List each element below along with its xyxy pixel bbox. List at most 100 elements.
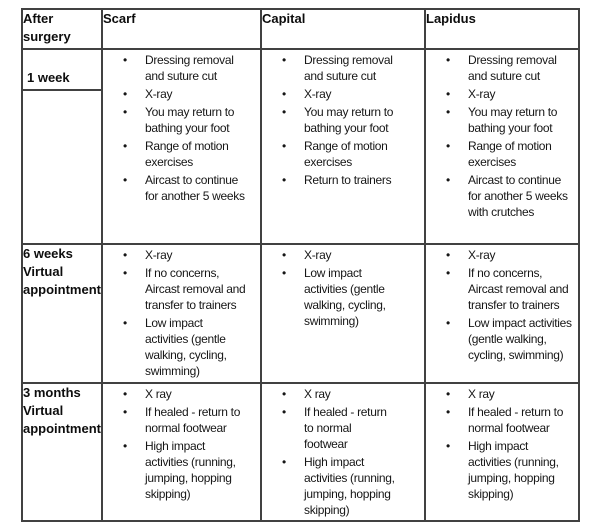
list-item-text: Range of motion exercises bbox=[304, 139, 388, 169]
list-item: • Return to trainers bbox=[263, 172, 423, 188]
bullet-icon: • bbox=[123, 87, 127, 101]
list-item: • X ray bbox=[263, 386, 423, 402]
bullet-list: • X-ray • Low impact activities (gentle wa… bbox=[263, 246, 423, 329]
bullet-icon: • bbox=[282, 405, 286, 419]
list-item-text: X-ray bbox=[304, 248, 332, 262]
bullet-icon: • bbox=[282, 105, 286, 119]
list-item: • Range of motion exercises bbox=[427, 138, 577, 170]
list-item-text: Dressing removal and suture cut bbox=[304, 53, 393, 83]
list-item-text: Range of motion exercises bbox=[468, 139, 552, 169]
list-item-text: High impact activities (running, jumping… bbox=[304, 455, 395, 517]
list-item: • High impact activities (running, jumpin… bbox=[263, 454, 423, 518]
list-item: • You may return to bathing your foot bbox=[263, 104, 423, 136]
bullet-icon: • bbox=[446, 105, 450, 119]
list-item-text: Aircast to continue for another 5 weeks bbox=[145, 173, 245, 203]
bullet-list: • X-ray • If no concerns, Aircast removal … bbox=[104, 246, 259, 379]
row-3-months: 3 months Virtual appointment • X ray • If … bbox=[21, 382, 580, 522]
list-item-text: If healed - return to normal footwear bbox=[468, 405, 564, 435]
row-label-3-months: 3 months Virtual appointment bbox=[21, 382, 103, 522]
list-item-text: X-ray bbox=[145, 248, 173, 262]
list-item-text: Return to trainers bbox=[304, 173, 392, 187]
list-item-text: X-ray bbox=[468, 248, 496, 262]
list-item-text: X ray bbox=[145, 387, 172, 401]
bullet-icon: • bbox=[446, 387, 450, 401]
cell-lapidus-3-months: • X ray • If healed - return to normal foo… bbox=[424, 382, 580, 522]
list-item-text: High impact activities (running, jumping… bbox=[468, 439, 559, 501]
bullet-icon: • bbox=[446, 53, 450, 67]
cell-capital-6-weeks: • X-ray • Low impact activities (gentle wa… bbox=[260, 243, 426, 384]
bullet-icon: • bbox=[123, 405, 127, 419]
list-item: • High impact activities (running, jumpin… bbox=[104, 438, 259, 502]
cell-capital-3-months: • X ray • If healed - return to normal foo… bbox=[260, 382, 426, 522]
cell-lapidus-6-weeks: • X-ray • If no concerns, Aircast removal … bbox=[424, 243, 580, 384]
bullet-icon: • bbox=[123, 439, 127, 453]
list-item: • Range of motion exercises bbox=[104, 138, 259, 170]
list-item-text: Dressing removal and suture cut bbox=[145, 53, 234, 83]
bullet-icon: • bbox=[446, 173, 450, 187]
list-item-text: Low impact activities (gentle walking, c… bbox=[468, 316, 572, 362]
list-item: • Aircast to continue for another 5 weeks bbox=[104, 172, 259, 204]
row-label-cell-1-week: 1 week bbox=[21, 48, 103, 245]
header-cell-scarf: Scarf bbox=[101, 8, 262, 50]
list-item: • X-ray bbox=[263, 247, 423, 263]
cell-lapidus-1-week: • Dressing removal and suture cut • X-ray … bbox=[424, 48, 580, 245]
header-cell-lapidus: Lapidus bbox=[424, 8, 580, 50]
list-item-text: Range of motion exercises bbox=[145, 139, 229, 169]
bullet-icon: • bbox=[446, 139, 450, 153]
list-item-text: If healed - return to normal footwear bbox=[145, 405, 241, 435]
bullet-icon: • bbox=[446, 87, 450, 101]
bullet-list: • X-ray • If no concerns, Aircast removal … bbox=[427, 246, 577, 363]
bullet-list: • X ray • If healed - return to normal foo… bbox=[427, 385, 577, 502]
list-item: • If no concerns, Aircast removal and tra… bbox=[427, 265, 577, 313]
list-item: • If no concerns, Aircast removal and tra… bbox=[104, 265, 259, 313]
row-label-1-week: 1 week bbox=[24, 68, 100, 91]
row-6-weeks: 6 weeks Virtual appointment • X-ray • If n… bbox=[21, 243, 580, 384]
list-item-text: If no concerns, Aircast removal and tran… bbox=[145, 266, 246, 312]
bullet-icon: • bbox=[123, 316, 127, 330]
list-item-text: Low impact activities (gentle walking, c… bbox=[304, 266, 386, 328]
bullet-icon: • bbox=[446, 248, 450, 262]
list-item: • Aircast to continue for another 5 weeks… bbox=[427, 172, 577, 220]
list-item: • Dressing removal and suture cut bbox=[263, 52, 423, 84]
bullet-icon: • bbox=[282, 387, 286, 401]
cell-scarf-1-week: • Dressing removal and suture cut • X-ray … bbox=[101, 48, 262, 245]
bullet-icon: • bbox=[282, 173, 286, 187]
list-item-text: High impact activities (running, jumping… bbox=[145, 439, 236, 501]
list-item: • Low impact activities (gentle walking, … bbox=[104, 315, 259, 379]
bullet-icon: • bbox=[123, 173, 127, 187]
surgery-recovery-table: After surgery Scarf Capital Lapidus 1 we… bbox=[21, 8, 580, 522]
bullet-icon: • bbox=[123, 248, 127, 262]
bullet-icon: • bbox=[282, 53, 286, 67]
list-item-text: X ray bbox=[304, 387, 331, 401]
bullet-icon: • bbox=[282, 266, 286, 280]
header-cell-after-surgery: After surgery bbox=[21, 8, 103, 50]
list-item-text: You may return to bathing your foot bbox=[304, 105, 394, 135]
bullet-icon: • bbox=[123, 53, 127, 67]
header-cell-capital: Capital bbox=[260, 8, 426, 50]
list-item-text: X ray bbox=[468, 387, 495, 401]
bullet-icon: • bbox=[446, 405, 450, 419]
list-item: • High impact activities (running, jumpin… bbox=[427, 438, 577, 502]
list-item: • X-ray bbox=[104, 86, 259, 102]
bullet-icon: • bbox=[282, 139, 286, 153]
list-item-text: X-ray bbox=[145, 87, 173, 101]
list-item: • Dressing removal and suture cut bbox=[427, 52, 577, 84]
list-item-text: If no concerns, Aircast removal and tran… bbox=[468, 266, 569, 312]
bullet-list: • Dressing removal and suture cut • X-ray … bbox=[427, 51, 577, 220]
bullet-icon: • bbox=[282, 455, 286, 469]
list-item-text: You may return to bathing your foot bbox=[468, 105, 558, 135]
list-item-text: You may return to bathing your foot bbox=[145, 105, 235, 135]
list-item: • You may return to bathing your foot bbox=[104, 104, 259, 136]
list-item: • Low impact activities (gentle walking, … bbox=[427, 315, 577, 363]
list-item: • Range of motion exercises bbox=[263, 138, 423, 170]
row-label-6-weeks: 6 weeks Virtual appointment bbox=[21, 243, 103, 384]
bullet-icon: • bbox=[282, 248, 286, 262]
bullet-icon: • bbox=[123, 139, 127, 153]
bullet-icon: • bbox=[123, 387, 127, 401]
list-item: • X-ray bbox=[104, 247, 259, 263]
row-1-week: 1 week • Dressing removal and suture cut … bbox=[21, 48, 580, 245]
list-item: • X-ray bbox=[427, 86, 577, 102]
list-item: • If healed - return to normal footwear bbox=[104, 404, 259, 436]
list-item: • If healed - return to normal footwear bbox=[263, 404, 423, 452]
